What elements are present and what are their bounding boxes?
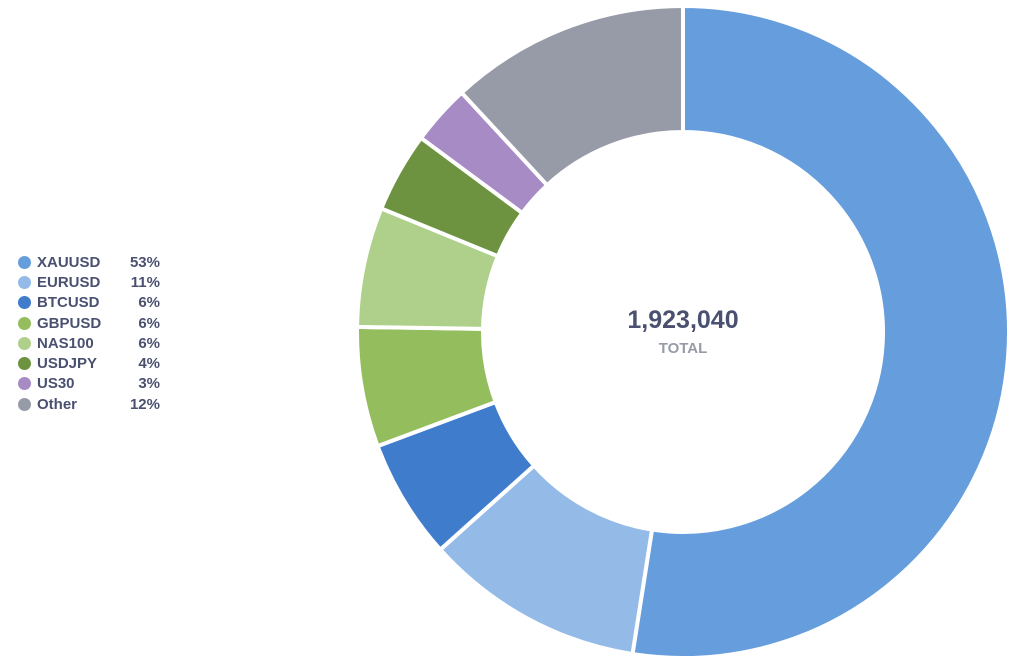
legend-item-gbpusd[interactable]: GBPUSD 6%	[18, 313, 160, 333]
slice-other[interactable]	[458, 3, 685, 189]
legend-value: 6%	[138, 294, 160, 312]
legend-label: USDJPY	[37, 355, 98, 373]
legend-value: 3%	[138, 375, 160, 393]
legend-swatch	[18, 377, 31, 391]
legend-item-xauusd[interactable]: XAUUSD 53%	[18, 252, 160, 272]
legend-swatch	[18, 397, 31, 411]
legend-item-usdjpy[interactable]: USDJPY 4%	[18, 353, 160, 373]
legend-label: BTCUSD	[37, 294, 100, 312]
legend-item-btcusd[interactable]: BTCUSD 6%	[18, 293, 160, 313]
legend-swatch	[18, 296, 31, 310]
legend-label: GBPUSD	[37, 314, 102, 332]
legend-item-other[interactable]: Other 12%	[18, 394, 160, 414]
legend-label: Other	[37, 395, 78, 413]
legend-item-nas100[interactable]: NAS100 6%	[18, 333, 160, 353]
legend-swatch	[18, 336, 31, 350]
center-total-label: TOTAL	[658, 340, 708, 357]
legend-value: 11%	[130, 273, 160, 291]
legend-value: 12%	[129, 395, 160, 413]
legend-item-us30[interactable]: US30 3%	[18, 374, 160, 394]
legend-value: 6%	[138, 314, 160, 332]
legend-item-eurusd[interactable]: EURUSD 11%	[18, 272, 160, 292]
legend-swatch	[18, 357, 31, 371]
legend-value: 53%	[129, 253, 160, 271]
center-total-value: 1,923,040	[627, 306, 739, 334]
legend-swatch	[18, 275, 31, 289]
legend-swatch	[18, 255, 31, 269]
legend-value: 4%	[138, 355, 160, 373]
legend: XAUUSD 53% EURUSD 11% BTCUSD 6% GBPUSD 6% NAS100…	[18, 252, 160, 414]
slice-xauusd[interactable]	[630, 3, 1011, 660]
legend-label: XAUUSD	[37, 253, 101, 271]
legend-label: US30	[37, 375, 75, 393]
legend-swatch	[18, 316, 31, 330]
legend-label: EURUSD	[37, 273, 101, 291]
legend-label: NAS100	[37, 334, 94, 352]
legend-value: 6%	[138, 334, 160, 352]
